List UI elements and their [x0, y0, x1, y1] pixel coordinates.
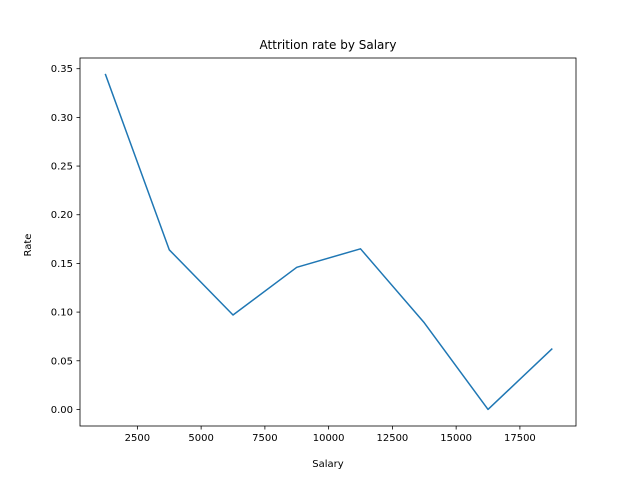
y-tick-label: 0.30 — [51, 113, 73, 124]
x-tick-label: 10000 — [313, 433, 345, 444]
plot-area — [79, 57, 577, 427]
y-axis-label: Rate — [23, 234, 34, 257]
x-axis: 2500 5000 7500 10000 12500 15000 17500 — [125, 426, 536, 444]
y-tick-label: 0.20 — [51, 210, 73, 221]
x-axis-label: Salary — [312, 459, 343, 470]
plot-frame — [79, 57, 577, 427]
y-tick-label: 0.00 — [51, 405, 73, 416]
y-tick-label: 0.25 — [51, 162, 73, 173]
y-tick-label: 0.35 — [51, 64, 73, 75]
x-tick-label: 2500 — [125, 433, 150, 444]
x-tick-label: 5000 — [188, 433, 213, 444]
x-tick-label: 17500 — [504, 433, 536, 444]
series-line-0 — [104, 73, 553, 411]
x-tick-label: 12500 — [376, 433, 408, 444]
y-tick-label: 0.05 — [51, 356, 73, 367]
x-tick-label: 15000 — [440, 433, 472, 444]
chart-title: Attrition rate by Salary — [260, 38, 397, 52]
y-tick-label: 0.15 — [51, 259, 73, 270]
y-axis: 0.00 0.05 0.10 0.15 0.20 0.25 0.30 0.35 — [51, 64, 80, 416]
x-tick-label: 7500 — [252, 433, 277, 444]
y-tick-label: 0.10 — [51, 308, 73, 319]
